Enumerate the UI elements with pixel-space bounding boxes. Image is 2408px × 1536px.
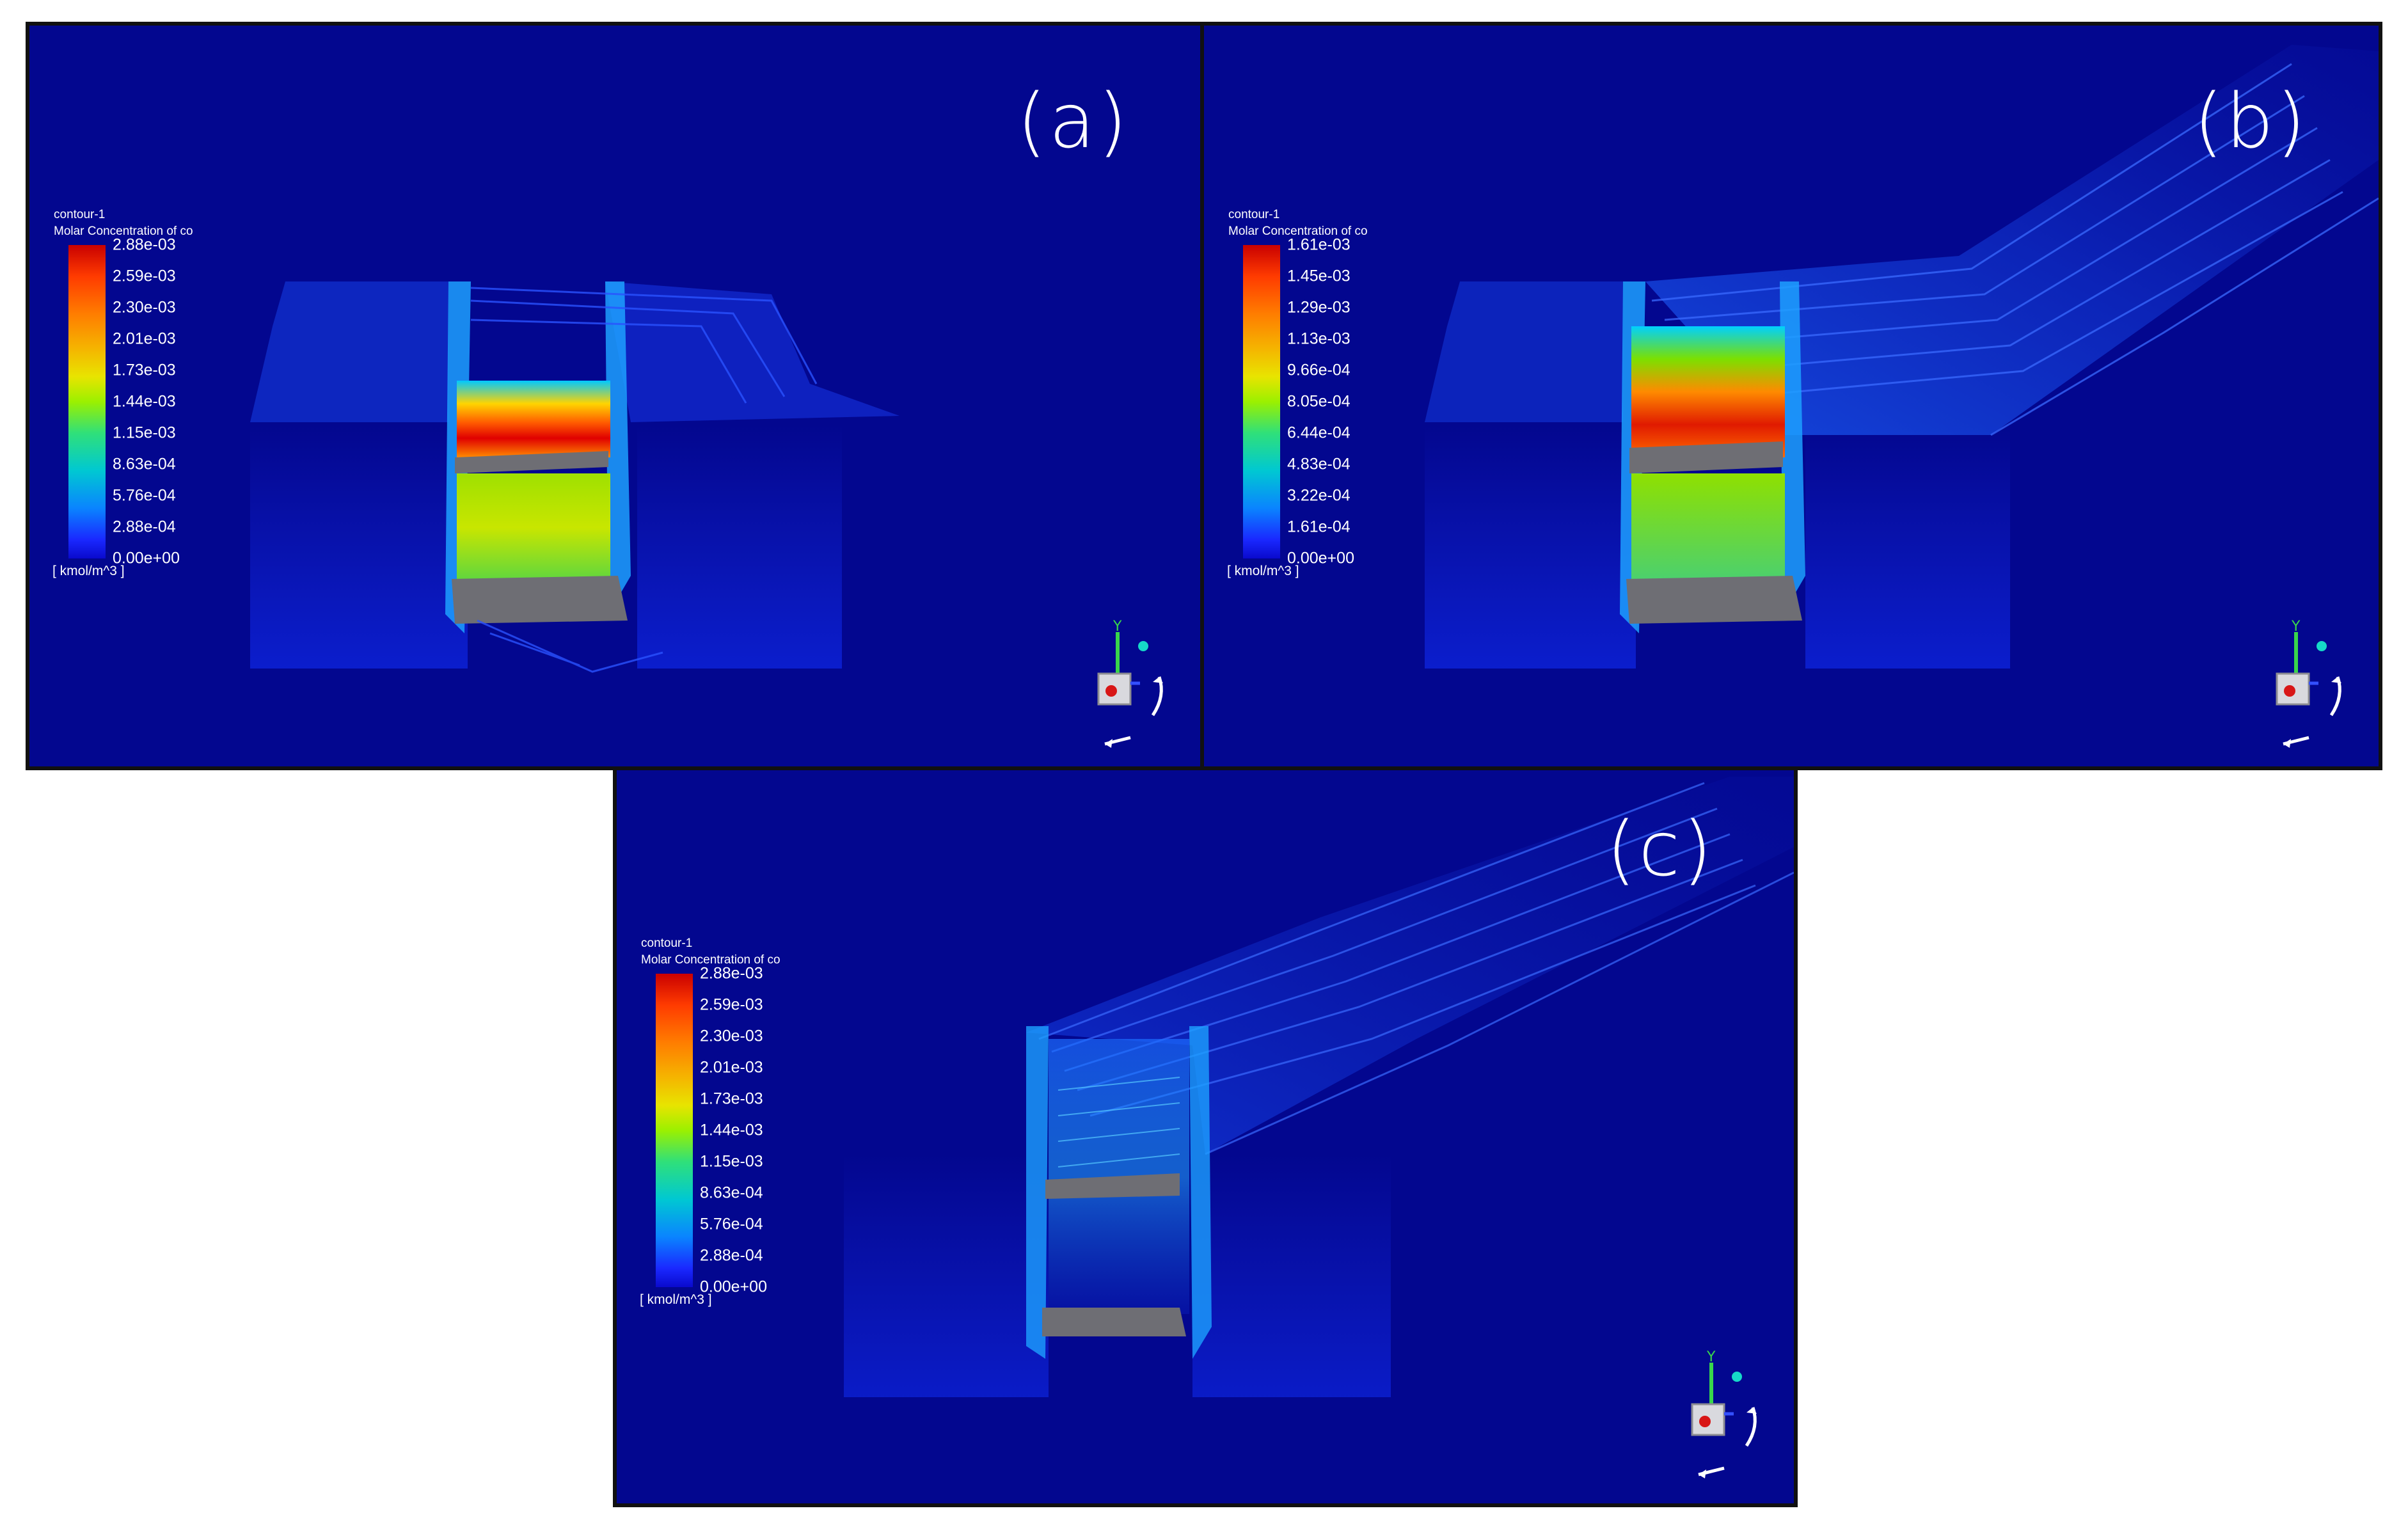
tick-label: 2.30e-03 <box>700 1027 763 1045</box>
tick-label: 2.88e-04 <box>113 518 176 536</box>
panel-b: (b) contour-1 Molar Concentration of co … <box>1200 22 2382 770</box>
legend-unit: [ kmol/m^3 ] <box>1227 564 1299 578</box>
tick-label: 2.88e-03 <box>700 964 763 983</box>
legend-title: Molar Concentration of co <box>54 225 193 238</box>
colorbar <box>68 245 106 558</box>
panel-label: (c) <box>1606 805 1715 893</box>
contour-scene-a <box>250 281 899 673</box>
contour-scene-c <box>844 777 1794 1397</box>
tick-label: 1.45e-03 <box>1287 267 1351 285</box>
tick-label: 1.44e-03 <box>700 1121 763 1139</box>
tick-label: 9.66e-04 <box>1287 361 1351 379</box>
axis-triad-icon[interactable]: Y <box>2261 619 2363 754</box>
tick-label: 1.61e-03 <box>1287 235 1351 254</box>
panel-label: (a) <box>1017 77 1130 165</box>
legend-title: Molar Concentration of co <box>641 953 780 967</box>
tick-label: 1.73e-03 <box>113 361 176 379</box>
panel-label: (b) <box>2194 77 2308 165</box>
svg-text:Y: Y <box>1706 1350 1716 1365</box>
tick-label: 2.59e-03 <box>700 995 763 1014</box>
tick-label: 3.22e-04 <box>1287 486 1351 505</box>
legend-name: contour-1 <box>641 937 693 950</box>
tick-label: 2.01e-03 <box>113 329 176 348</box>
panel-a: (a) contour-1 Molar Concentration of co … <box>26 22 1204 770</box>
legend-name: contour-1 <box>54 208 106 221</box>
colorbar-legend: contour-1 Molar Concentration of co 2.88… <box>640 937 846 1346</box>
tick-label: 6.44e-04 <box>1287 424 1351 442</box>
tick-label: 2.88e-04 <box>700 1246 763 1265</box>
tick-label: 1.44e-03 <box>113 392 176 411</box>
tick-label: 2.59e-03 <box>113 267 176 285</box>
tick-label: 8.63e-04 <box>700 1184 763 1202</box>
axis-triad-icon[interactable]: Y <box>1082 619 1185 754</box>
colorbar-ticks: 2.88e-03 2.59e-03 2.30e-03 2.01e-03 1.73… <box>105 236 258 567</box>
svg-text:Y: Y <box>2291 619 2301 635</box>
legend-unit: [ kmol/m^3 ] <box>640 1292 712 1307</box>
legend-name: contour-1 <box>1228 208 1280 221</box>
tick-label: 0.00e+00 <box>700 1278 767 1296</box>
tick-label: 2.88e-03 <box>113 235 176 254</box>
tick-label: 1.73e-03 <box>700 1089 763 1108</box>
tick-label: 1.29e-03 <box>1287 298 1351 317</box>
colorbar <box>656 974 693 1287</box>
panel-c: (c) contour-1 Molar Concentration of co … <box>613 766 1798 1507</box>
legend-title: Molar Concentration of co <box>1228 225 1368 238</box>
svg-text:Y: Y <box>1113 619 1122 635</box>
tick-label: 0.00e+00 <box>1287 549 1354 567</box>
colorbar-legend: contour-1 Molar Concentration of co 2.88… <box>52 208 258 617</box>
tick-label: 8.05e-04 <box>1287 392 1351 411</box>
axis-triad-icon[interactable]: Y <box>1676 1349 1778 1484</box>
colorbar-ticks: 1.61e-03 1.45e-03 1.29e-03 1.13e-03 9.66… <box>1279 236 1433 567</box>
tick-label: 1.61e-04 <box>1287 518 1351 536</box>
tick-label: 2.01e-03 <box>700 1058 763 1077</box>
tick-label: 0.00e+00 <box>113 549 180 567</box>
tick-label: 1.13e-03 <box>1287 329 1351 348</box>
tick-label: 5.76e-04 <box>700 1215 763 1233</box>
tick-label: 5.76e-04 <box>113 486 176 505</box>
colorbar-ticks: 2.88e-03 2.59e-03 2.30e-03 2.01e-03 1.73… <box>692 965 846 1296</box>
colorbar <box>1243 245 1280 558</box>
contour-scene-b <box>1425 45 2379 669</box>
tick-label: 2.30e-03 <box>113 298 176 317</box>
legend-unit: [ kmol/m^3 ] <box>52 564 125 578</box>
colorbar-legend: contour-1 Molar Concentration of co 1.61… <box>1227 208 1433 617</box>
tick-label: 4.83e-04 <box>1287 455 1351 473</box>
tick-label: 1.15e-03 <box>113 424 176 442</box>
tick-label: 1.15e-03 <box>700 1152 763 1171</box>
tick-label: 8.63e-04 <box>113 455 176 473</box>
